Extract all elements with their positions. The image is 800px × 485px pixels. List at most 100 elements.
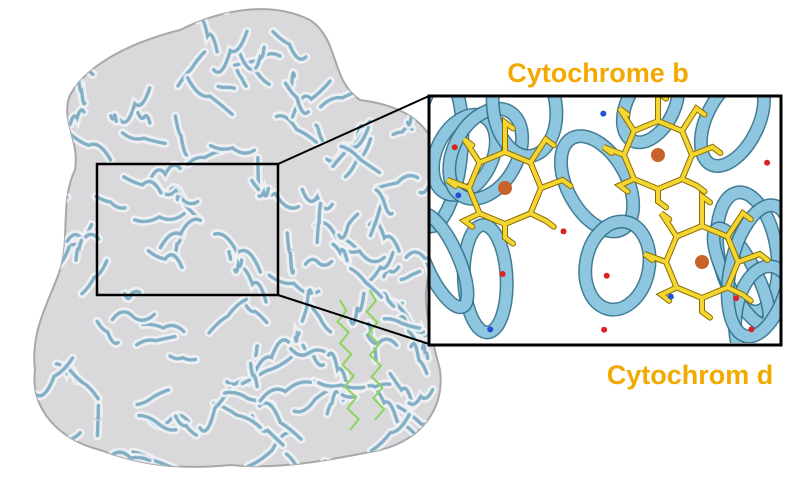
helix-ribbon — [386, 58, 396, 75]
density-edge — [149, 164, 181, 180]
density-edge — [138, 415, 176, 431]
atom — [560, 228, 567, 235]
helix-ribbon — [373, 58, 397, 99]
density-edge — [427, 21, 446, 33]
atom — [455, 192, 462, 199]
density-edge — [371, 414, 410, 451]
helix-ribbon — [392, 21, 410, 39]
density-edge — [137, 112, 151, 124]
helix-ribbon — [386, 25, 427, 59]
density-edge — [124, 290, 140, 300]
zoom-region — [95, 162, 280, 297]
density-edge — [389, 373, 414, 407]
density-edge — [34, 266, 41, 270]
density-edge — [433, 28, 443, 45]
density-edge — [242, 357, 292, 384]
density-edge — [350, 293, 365, 325]
density-edge — [318, 382, 364, 389]
density-edge — [393, 22, 408, 37]
density-edge — [251, 180, 299, 209]
density-tube — [389, 14, 413, 41]
density-edge — [301, 189, 333, 210]
density-edge — [160, 218, 201, 248]
density-edge — [58, 132, 66, 138]
density-edge — [285, 82, 309, 114]
connector — [277, 294, 430, 345]
atom — [499, 270, 506, 277]
helix-ribbon — [34, 408, 37, 437]
density-tube — [34, 102, 55, 130]
helix — [579, 215, 656, 316]
helix-ribbon — [34, 39, 52, 75]
density-edge — [388, 59, 394, 74]
density-edge — [82, 20, 119, 32]
density-edge — [81, 45, 106, 58]
atom — [603, 272, 610, 279]
density-edge — [367, 334, 398, 346]
density-edge — [340, 145, 380, 173]
density-edge — [34, 163, 68, 201]
density-edge — [376, 175, 418, 189]
density-edge — [393, 9, 427, 47]
heme — [643, 192, 770, 320]
density-edge — [402, 11, 444, 31]
density-edge — [401, 271, 420, 280]
density-edge — [315, 124, 323, 141]
density-edge — [66, 130, 111, 161]
density-tube — [34, 79, 44, 129]
density-tube — [34, 262, 46, 274]
helix — [695, 97, 770, 172]
heme — [602, 97, 723, 210]
label-cytochrome-b: Cytochrome b — [507, 58, 689, 88]
density-edge — [388, 27, 426, 57]
density-tube — [91, 19, 103, 39]
density-edge — [210, 145, 255, 154]
density-tube — [78, 16, 123, 36]
density-edge — [259, 381, 311, 402]
helix-ribbon — [398, 87, 404, 99]
density-tube — [320, 456, 364, 467]
density-edge — [236, 68, 247, 87]
density-edge — [69, 109, 85, 125]
helix-ribbon — [81, 19, 120, 33]
helix-ribbon — [113, 18, 125, 48]
density-edge — [187, 9, 227, 11]
density-edge — [134, 213, 185, 222]
density-edge — [112, 19, 117, 29]
density-tube — [34, 158, 72, 206]
density-edge — [375, 189, 393, 215]
density-tube — [370, 55, 400, 102]
density-edge — [114, 20, 124, 46]
density-edge — [177, 51, 205, 87]
helix-ribbon — [322, 459, 361, 467]
atom — [667, 293, 674, 300]
density-edge — [95, 196, 126, 209]
helix-ribbon — [392, 9, 428, 49]
atom — [764, 159, 771, 166]
density-tube — [423, 17, 446, 37]
density-tube — [34, 405, 40, 440]
density-edge — [37, 106, 51, 126]
density-tube — [34, 36, 55, 78]
density-tube — [429, 24, 446, 52]
density-edge — [96, 321, 119, 344]
density-edge — [410, 343, 428, 374]
density-edge — [110, 451, 150, 461]
density-edge — [148, 250, 183, 268]
density-edge — [405, 26, 426, 38]
density-edge — [34, 40, 51, 73]
density-edge — [123, 176, 162, 194]
density-edge — [324, 460, 360, 467]
density-edge — [78, 79, 86, 105]
helix-ribbon — [186, 9, 228, 13]
density-edge — [175, 415, 197, 436]
density-edge — [175, 115, 187, 156]
density-tube — [54, 128, 70, 148]
density-edge — [81, 260, 108, 295]
density-edge — [37, 28, 58, 67]
density-edge — [255, 47, 265, 69]
helix-ribbon — [68, 57, 95, 77]
helix-ribbon — [34, 265, 43, 271]
density-edge — [276, 115, 317, 143]
